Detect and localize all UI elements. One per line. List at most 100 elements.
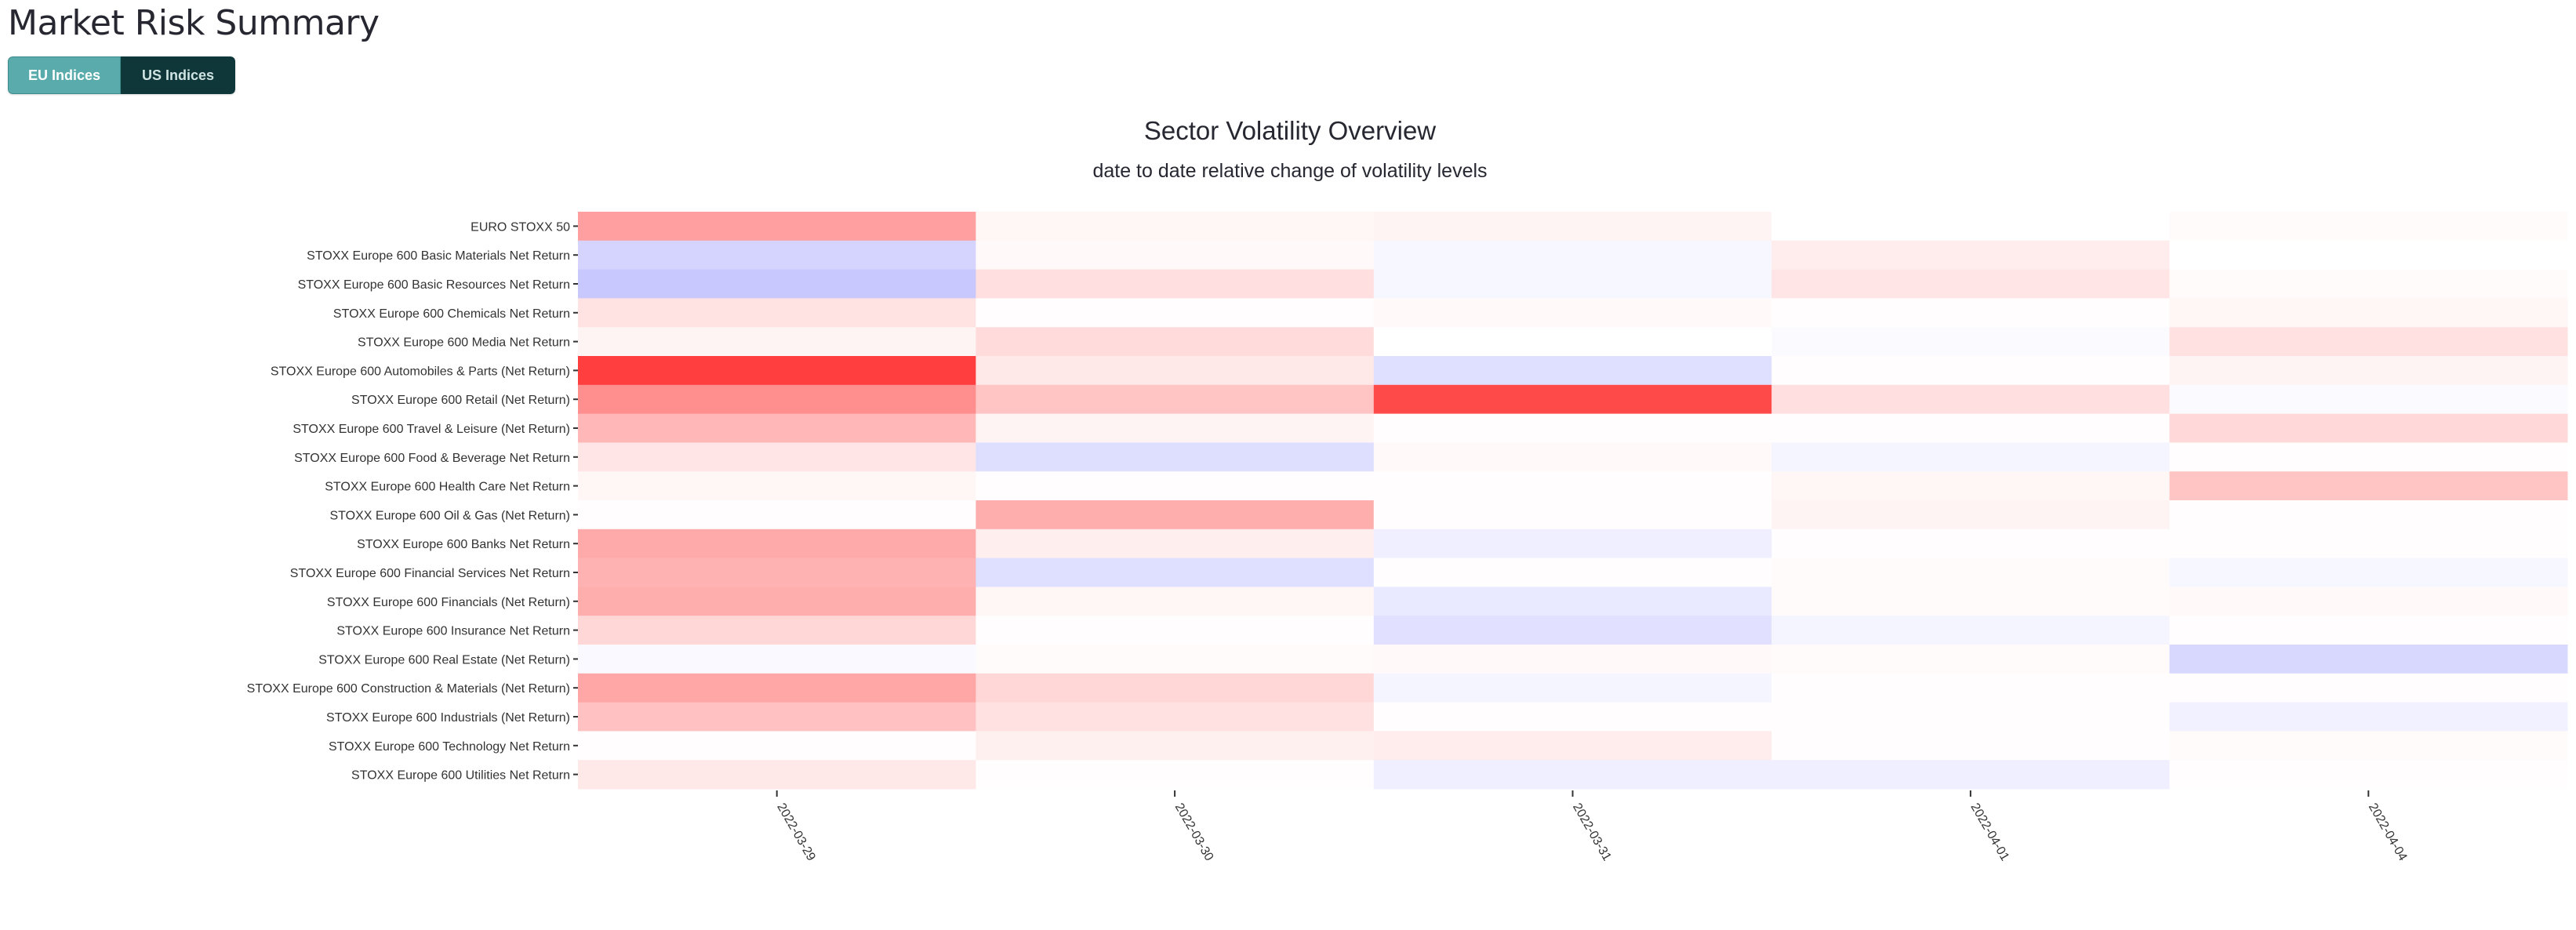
heatmap-cell bbox=[1771, 471, 2171, 501]
heatmap-cell bbox=[1373, 269, 1772, 299]
heatmap-cell bbox=[1373, 529, 1772, 559]
chart-title: Sector Volatility Overview bbox=[1144, 116, 1436, 145]
heatmap-cell bbox=[2169, 240, 2568, 271]
y-tick-label: STOXX Europe 600 Industrials (Net Return… bbox=[326, 711, 570, 725]
heatmap-cell bbox=[976, 298, 1375, 328]
heatmap-cell bbox=[578, 587, 976, 616]
x-tick-label: 2022-03-29 bbox=[774, 801, 818, 863]
heatmap-cell bbox=[976, 327, 1375, 357]
heatmap-cell bbox=[2169, 442, 2568, 472]
heatmap-cell bbox=[1373, 645, 1772, 674]
heatmap-cell bbox=[2169, 673, 2568, 703]
heatmap-cell bbox=[578, 529, 976, 559]
y-tick-label: STOXX Europe 600 Basic Materials Net Ret… bbox=[307, 249, 570, 263]
heatmap-cell bbox=[578, 645, 976, 674]
heatmap-cell bbox=[1373, 298, 1772, 328]
heatmap-cell bbox=[2169, 616, 2568, 645]
heatmap-cell bbox=[1373, 240, 1772, 271]
heatmap-cell bbox=[976, 384, 1375, 415]
y-tick-label: STOXX Europe 600 Financials (Net Return) bbox=[327, 596, 570, 609]
heatmap-cell bbox=[578, 442, 976, 472]
heatmap-cell bbox=[1373, 413, 1772, 443]
y-tick-label: STOXX Europe 600 Oil & Gas (Net Return) bbox=[330, 509, 571, 522]
y-tick-label: STOXX Europe 600 Utilities Net Return bbox=[351, 769, 570, 783]
heatmap-cell bbox=[1373, 500, 1772, 530]
y-tick-label: STOXX Europe 600 Banks Net Return bbox=[357, 538, 570, 551]
heatmap-cell bbox=[578, 384, 976, 415]
heatmap-cell bbox=[976, 587, 1375, 616]
y-tick-label: STOXX Europe 600 Automobiles & Parts (Ne… bbox=[271, 365, 570, 378]
heatmap-cell bbox=[578, 731, 976, 761]
heatmap-cell bbox=[2169, 645, 2568, 674]
y-tick-label: STOXX Europe 600 Health Care Net Return bbox=[325, 481, 570, 494]
heatmap-cell bbox=[1771, 587, 2171, 616]
heatmap-cell bbox=[1373, 760, 1772, 790]
heatmap-cell bbox=[2169, 212, 2568, 242]
heatmap-cell bbox=[1771, 645, 2171, 674]
heatmap-cell bbox=[976, 616, 1375, 645]
heatmap-cell bbox=[1771, 356, 2171, 386]
heatmap-cell bbox=[578, 702, 976, 732]
y-tick-label: STOXX Europe 600 Chemicals Net Return bbox=[333, 307, 570, 321]
heatmap-cell bbox=[2169, 384, 2568, 415]
heatmap-cell bbox=[1771, 760, 2171, 790]
heatmap-cell bbox=[1771, 673, 2171, 703]
y-tick-label: EURO STOXX 50 bbox=[471, 220, 570, 234]
heatmap-cell bbox=[1771, 212, 2171, 242]
x-axis-labels: 2022-03-29 2022-03-30 2022-03-31 2022-04-01… bbox=[774, 790, 2410, 863]
y-tick-label: STOXX Europe 600 Real Estate (Net Return… bbox=[318, 653, 570, 667]
heatmap-cell bbox=[578, 558, 976, 587]
heatmap-cell bbox=[1373, 327, 1772, 357]
heatmap-cell bbox=[2169, 471, 2568, 501]
x-tick-label: 2022-03-30 bbox=[1172, 801, 1216, 863]
heatmap-cell bbox=[976, 529, 1375, 559]
chart-subtitle: date to date relative change of volatili… bbox=[1092, 160, 1487, 182]
heatmap-cell bbox=[578, 327, 976, 357]
y-tick-label: STOXX Europe 600 Food & Beverage Net Ret… bbox=[294, 452, 570, 465]
y-tick-label: STOXX Europe 600 Basic Resources Net Ret… bbox=[298, 278, 570, 292]
heatmap-cell bbox=[1373, 384, 1772, 415]
y-tick-label: STOXX Europe 600 Media Net Return bbox=[358, 336, 570, 350]
heatmap-cell bbox=[976, 731, 1375, 761]
heatmap-cell bbox=[1771, 500, 2171, 530]
heatmap-cell bbox=[1373, 212, 1772, 242]
heatmap-cell bbox=[1373, 442, 1772, 472]
heatmap-cell bbox=[2169, 298, 2568, 328]
heatmap-cell bbox=[578, 413, 976, 443]
heatmap-cell bbox=[976, 558, 1375, 587]
y-tick-label: STOXX Europe 600 Financial Services Net … bbox=[290, 567, 570, 580]
heatmap-cell bbox=[976, 240, 1375, 271]
heatmap-cell bbox=[2169, 760, 2568, 790]
heatmap-cell bbox=[1771, 384, 2171, 415]
heatmap-cell bbox=[578, 471, 976, 501]
tab-eu-indices[interactable]: EU Indices bbox=[8, 56, 121, 94]
heatmap-cell bbox=[1771, 327, 2171, 357]
heatmap-cell bbox=[2169, 269, 2568, 299]
heatmap-cell bbox=[1771, 269, 2171, 299]
x-tick-label: 2022-03-31 bbox=[1570, 801, 1614, 863]
y-tick-label: STOXX Europe 600 Retail (Net Return) bbox=[351, 394, 570, 407]
heatmap-cell bbox=[2169, 413, 2568, 443]
heatmap-cell bbox=[2169, 702, 2568, 732]
heatmap-cell bbox=[2169, 529, 2568, 559]
heatmap-cell bbox=[2169, 327, 2568, 357]
y-tick-label: STOXX Europe 600 Technology Net Return bbox=[329, 740, 570, 754]
volatility-heatmap-chart: Sector Volatility Overview date to date … bbox=[247, 116, 2568, 863]
heatmap-cell bbox=[976, 702, 1375, 732]
heatmap-cell bbox=[2169, 587, 2568, 616]
heatmap-cell bbox=[578, 616, 976, 645]
tab-us-indices[interactable]: US Indices bbox=[121, 56, 235, 94]
heatmap-cell bbox=[578, 269, 976, 299]
heatmap-cell bbox=[1373, 356, 1772, 386]
heatmap-cell bbox=[578, 500, 976, 530]
y-tick-label: STOXX Europe 600 Travel & Leisure (Net R… bbox=[292, 423, 570, 436]
x-tick-label: 2022-04-01 bbox=[1967, 801, 2011, 863]
heatmap-cell bbox=[1373, 616, 1772, 645]
heatmap-cell bbox=[578, 760, 976, 790]
heatmap-cell bbox=[976, 500, 1375, 530]
heatmap-cell bbox=[976, 356, 1375, 386]
heatmap-cell bbox=[578, 298, 976, 328]
heatmap-cell bbox=[578, 673, 976, 703]
heatmap-cell bbox=[1771, 558, 2171, 587]
index-tab-group: EU Indices US Indices bbox=[8, 56, 235, 94]
